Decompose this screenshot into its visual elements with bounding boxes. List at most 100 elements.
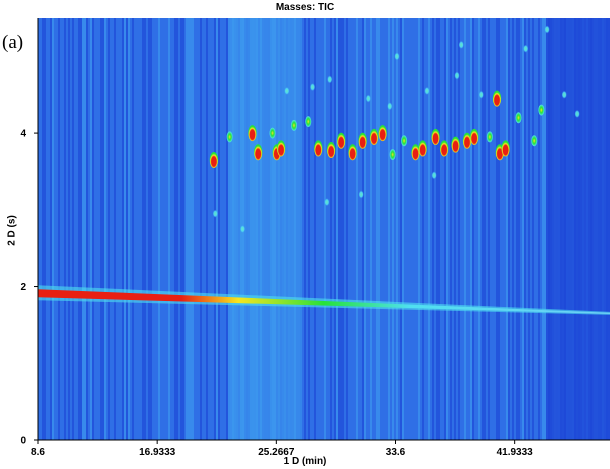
peak: [370, 129, 378, 145]
streak: [80, 18, 82, 440]
streak: [526, 18, 528, 440]
y-tick-label: 2: [20, 282, 26, 293]
streak: [176, 18, 178, 440]
streak: [532, 18, 534, 440]
streak: [192, 18, 194, 440]
peak: [470, 129, 478, 145]
streak: [280, 18, 282, 440]
streak: [190, 18, 192, 440]
streak: [322, 18, 324, 440]
streak: [432, 18, 434, 440]
streak: [186, 18, 188, 440]
streak: [348, 18, 350, 440]
streak: [64, 18, 66, 440]
streak: [472, 18, 474, 440]
streak: [358, 18, 360, 440]
streak: [458, 18, 460, 440]
streak: [218, 18, 220, 440]
streak: [292, 18, 294, 440]
streak: [288, 18, 290, 440]
streak: [496, 18, 498, 440]
streak: [442, 18, 444, 440]
streak: [342, 18, 344, 440]
streak: [224, 18, 226, 440]
streak: [228, 18, 230, 440]
streak: [102, 18, 104, 440]
streak: [272, 18, 274, 440]
streak: [606, 18, 608, 440]
streak: [582, 18, 584, 440]
streak: [94, 18, 96, 440]
streak: [258, 18, 260, 440]
streak: [74, 18, 76, 440]
streak: [412, 18, 414, 440]
streak: [248, 18, 250, 440]
streak: [144, 18, 146, 440]
streak: [126, 18, 128, 440]
streak: [204, 18, 206, 440]
streak: [162, 18, 164, 440]
streak: [234, 18, 236, 440]
streak: [270, 18, 272, 440]
streak: [66, 18, 68, 440]
streak: [72, 18, 74, 440]
streak: [390, 18, 392, 440]
streak: [558, 18, 560, 440]
peak: [305, 116, 311, 127]
streak: [172, 18, 174, 440]
streak: [254, 18, 256, 440]
streak: [550, 18, 552, 440]
streak: [528, 18, 530, 440]
streak: [462, 18, 464, 440]
peak: [424, 87, 429, 95]
streak: [150, 18, 152, 440]
streak: [98, 18, 100, 440]
streak: [600, 18, 602, 440]
peak: [254, 144, 262, 160]
streak: [460, 18, 462, 440]
streak: [428, 18, 430, 440]
streak: [542, 18, 544, 440]
streak: [448, 18, 450, 440]
streak: [566, 18, 568, 440]
x-tick-label: 41.9333: [497, 447, 534, 458]
y-tick-label: 0: [20, 436, 26, 447]
peak: [291, 120, 297, 131]
peak: [270, 128, 276, 139]
peak: [210, 152, 218, 168]
streak: [170, 18, 172, 440]
y-ticks: 024: [20, 129, 38, 447]
streak: [586, 18, 588, 440]
streak: [562, 18, 564, 440]
streak: [386, 18, 388, 440]
streak: [320, 18, 322, 440]
streak: [378, 18, 380, 440]
streak: [198, 18, 200, 440]
streak: [208, 18, 210, 440]
streak: [564, 18, 566, 440]
streak: [120, 18, 122, 440]
streak: [188, 18, 190, 440]
streak: [84, 18, 86, 440]
streak: [480, 18, 482, 440]
streak: [214, 18, 216, 440]
streak: [152, 18, 154, 440]
streak: [376, 18, 378, 440]
streak: [200, 18, 202, 440]
peak: [248, 125, 256, 141]
streak: [112, 18, 114, 440]
streak: [406, 18, 408, 440]
streak: [294, 18, 296, 440]
streak: [70, 18, 72, 440]
streak: [402, 18, 404, 440]
streak: [508, 18, 510, 440]
peak: [531, 135, 537, 146]
peak: [440, 140, 448, 156]
streak: [360, 18, 362, 440]
streak: [48, 18, 50, 440]
peak: [479, 91, 484, 99]
peak: [277, 140, 285, 156]
peak: [501, 140, 509, 156]
streak: [212, 18, 214, 440]
streak: [486, 18, 488, 440]
